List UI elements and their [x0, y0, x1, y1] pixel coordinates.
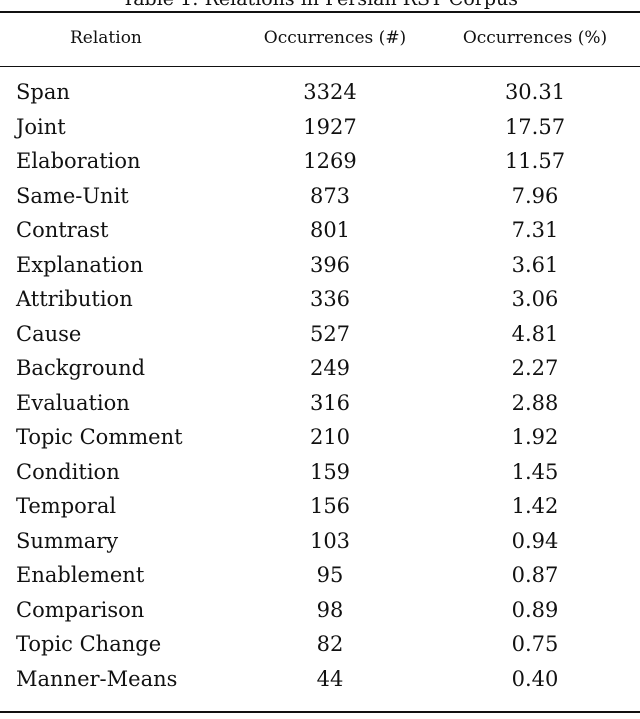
header-occurrences-count: Occurrences (#)	[263, 28, 407, 48]
cell-count: 249	[309, 356, 351, 380]
top-rule	[0, 11, 640, 13]
cell-percent: 3.61	[511, 252, 559, 277]
table-row: Explanation 396 3.61	[0, 253, 640, 288]
cell-relation: Contrast	[16, 218, 109, 242]
table-row: Same-Unit 873 7.96	[0, 184, 640, 219]
table-row: Cause 527 4.81	[0, 322, 640, 357]
cell-relation: Condition	[16, 459, 120, 484]
cell-count: 316	[309, 390, 351, 415]
cell-relation: Evaluation	[16, 390, 130, 415]
cell-relation: Attribution	[16, 287, 133, 311]
cell-count: 3324	[303, 80, 357, 104]
cell-count: 156	[309, 494, 351, 518]
table-caption: Table 1: Relations in Persian RST Corpus	[0, 0, 640, 10]
cell-percent: 0.75	[511, 632, 559, 656]
cell-percent: 3.06	[511, 287, 559, 311]
table-row: Background 249 2.27	[0, 356, 640, 391]
cell-count: 210	[309, 425, 351, 449]
cell-percent: 2.27	[511, 356, 559, 380]
cell-count: 1269	[303, 149, 357, 173]
cell-percent: 0.89	[511, 597, 559, 622]
cell-relation: Explanation	[16, 252, 144, 277]
cell-count: 95	[316, 563, 344, 587]
cell-percent: 4.81	[511, 321, 559, 346]
table-row: Evaluation 316 2.88	[0, 391, 640, 426]
cell-percent: 1.92	[511, 425, 559, 449]
table-row: Manner-Means 44 0.40	[0, 667, 640, 702]
cell-percent: 2.88	[511, 390, 559, 415]
table-row: Joint 1927 17.57	[0, 115, 640, 150]
cell-percent: 1.45	[511, 459, 559, 484]
table-row: Temporal 156 1.42	[0, 494, 640, 529]
header-occurrences-percent: Occurrences (%)	[462, 28, 608, 48]
cell-count: 336	[309, 287, 351, 311]
cell-relation: Topic Change	[16, 632, 162, 656]
cell-relation: Joint	[16, 114, 66, 139]
cell-count: 159	[309, 459, 351, 484]
cell-count: 396	[309, 252, 351, 277]
cell-count: 44	[316, 666, 344, 691]
cell-relation: Comparison	[16, 597, 145, 622]
cell-percent: 0.87	[511, 563, 559, 587]
cell-relation: Topic Comment	[16, 425, 183, 449]
cell-relation: Summary	[16, 528, 119, 553]
header-relation: Relation	[70, 28, 142, 48]
cell-percent: 17.57	[504, 114, 566, 139]
table-row: Comparison 98 0.89	[0, 598, 640, 633]
cell-percent: 7.96	[511, 183, 559, 208]
cell-count: 98	[316, 597, 344, 622]
bottom-rule	[0, 711, 640, 713]
table-row: Summary 103 0.94	[0, 529, 640, 564]
cell-percent: 0.94	[511, 528, 559, 553]
cell-relation: Elaboration	[16, 149, 141, 173]
cell-relation: Background	[16, 356, 146, 380]
cell-relation: Cause	[16, 321, 82, 346]
cell-relation: Manner-Means	[16, 666, 178, 691]
cell-count: 527	[309, 321, 351, 346]
cell-relation: Temporal	[16, 494, 117, 518]
cell-relation: Span	[16, 80, 70, 104]
table-row: Topic Comment 210 1.92	[0, 425, 640, 460]
header-rule	[0, 66, 640, 67]
cell-percent: 30.31	[504, 80, 566, 104]
table-row: Contrast 801 7.31	[0, 218, 640, 253]
cell-percent: 1.42	[511, 494, 559, 518]
cell-count: 1927	[303, 114, 357, 139]
cell-relation: Enablement	[16, 563, 145, 587]
cell-relation: Same-Unit	[16, 183, 129, 208]
cell-count: 873	[309, 183, 351, 208]
table-row: Enablement 95 0.87	[0, 563, 640, 598]
cell-percent: 11.57	[504, 149, 566, 173]
table-row: Elaboration 1269 11.57	[0, 149, 640, 184]
table-row: Attribution 336 3.06	[0, 287, 640, 322]
cell-count: 103	[309, 528, 351, 553]
cell-percent: 0.40	[511, 666, 559, 691]
cell-count: 801	[309, 218, 351, 242]
table-row: Condition 159 1.45	[0, 460, 640, 495]
table-row: Topic Change 82 0.75	[0, 632, 640, 667]
cell-percent: 7.31	[511, 218, 559, 242]
cell-count: 82	[316, 632, 344, 656]
table-row: Span 3324 30.31	[0, 80, 640, 115]
